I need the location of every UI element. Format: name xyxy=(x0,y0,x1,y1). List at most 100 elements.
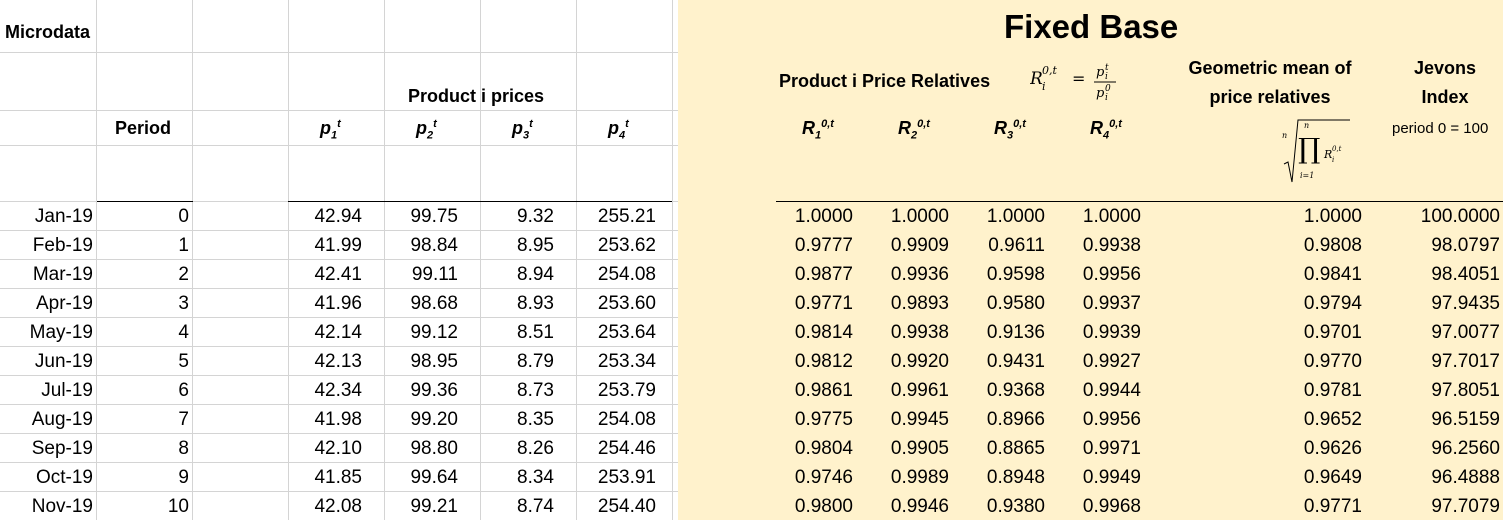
price-cell: 42.41 xyxy=(314,264,362,285)
geo-mean-cell: 0.9771 xyxy=(1303,496,1362,517)
price-cell: 8.26 xyxy=(517,438,554,459)
geo-mean-cell: 0.9626 xyxy=(1303,438,1362,459)
fixed-base-title: Fixed Base xyxy=(1004,8,1179,45)
price-cell: 253.62 xyxy=(597,235,656,256)
relative-cell: 0.9927 xyxy=(1082,351,1141,372)
price-cell: 42.10 xyxy=(314,438,362,459)
grid-hline xyxy=(0,317,678,318)
svg-text:n: n xyxy=(1282,131,1287,140)
relative-cell: 0.9893 xyxy=(890,293,949,314)
geo-mean-cell: 0.9770 xyxy=(1303,351,1362,372)
price-cell: 254.40 xyxy=(597,496,656,517)
geo-mean-cell: 0.9781 xyxy=(1303,380,1362,401)
price-cell: 42.08 xyxy=(314,496,362,517)
jevons-cell: 97.7079 xyxy=(1431,496,1500,517)
svg-text:0,t: 0,t xyxy=(1332,145,1342,153)
price-cell: 99.21 xyxy=(410,496,458,517)
relative-cell: 0.9861 xyxy=(794,380,853,401)
relative-cell: 0.9937 xyxy=(1082,293,1141,314)
price-cell: 98.80 xyxy=(410,438,458,459)
grid-hline xyxy=(0,433,678,434)
price-cell: 41.96 xyxy=(314,293,362,314)
jevons-cell: 96.5159 xyxy=(1431,409,1500,430)
relative-formula: R 0,t i = p t i p 0 i xyxy=(1029,60,1125,109)
price-cell: 98.95 xyxy=(410,351,458,372)
grid-hline xyxy=(0,346,678,347)
relative-cell: 0.9944 xyxy=(1082,380,1141,401)
price-cell: 42.94 xyxy=(314,206,362,227)
relative-cell: 0.9920 xyxy=(890,351,949,372)
relative-cell: 0.9814 xyxy=(794,322,853,343)
price-cell: 42.34 xyxy=(314,380,362,401)
jevons-cell: 97.8051 xyxy=(1431,380,1500,401)
relative-cell: 0.8865 xyxy=(986,438,1045,459)
grid-hline xyxy=(0,52,678,53)
svg-text:i: i xyxy=(1042,80,1046,93)
relative-cell: 0.9989 xyxy=(890,467,949,488)
month-cell: Jul-19 xyxy=(41,380,93,401)
relative-cell: 0.9777 xyxy=(794,235,853,256)
grid-vline xyxy=(288,0,289,520)
relative-cell: 0.9775 xyxy=(794,409,853,430)
price-cell: 8.74 xyxy=(517,496,554,517)
period-cell: 1 xyxy=(178,235,189,256)
svg-text:t: t xyxy=(1105,63,1109,73)
period-cell: 9 xyxy=(178,467,189,488)
price-cell: 254.08 xyxy=(597,264,656,285)
svg-text:R: R xyxy=(1030,69,1043,89)
price-relatives-header: Product i Price Relatives xyxy=(779,71,991,91)
month-cell: Oct-19 xyxy=(35,467,93,488)
price-cell: 98.68 xyxy=(410,293,458,314)
jevons-cell: 96.2560 xyxy=(1431,438,1500,459)
period-cell: 8 xyxy=(178,438,189,459)
month-cell: Sep-19 xyxy=(31,438,93,459)
jevons-header-line2: Index xyxy=(1421,87,1469,107)
jevons-cell: 100.0000 xyxy=(1420,206,1500,227)
relative-cell: 0.9971 xyxy=(1082,438,1141,459)
relative-cell: 0.9136 xyxy=(986,322,1045,343)
price-cell: 42.13 xyxy=(314,351,362,372)
svg-text:n: n xyxy=(1304,121,1309,130)
period-cell: 3 xyxy=(178,293,189,314)
price-cell: 8.35 xyxy=(517,409,554,430)
relative-cell: 0.9939 xyxy=(1082,322,1141,343)
relative-cell: 0.9938 xyxy=(890,322,949,343)
geo-mean-formula: n n ∏ i=1 R 0,t i xyxy=(1282,116,1354,191)
svg-text:p: p xyxy=(1096,86,1105,101)
price-cell: 254.46 xyxy=(597,438,656,459)
svg-text:∏: ∏ xyxy=(1298,132,1320,165)
r4-header: R40,t xyxy=(1090,118,1122,142)
relative-cell: 0.9968 xyxy=(1082,496,1141,517)
grid-vline xyxy=(480,0,481,520)
price-cell: 8.93 xyxy=(517,293,554,314)
relative-cell: 0.9936 xyxy=(890,264,949,285)
microdata-title: Microdata xyxy=(5,22,91,42)
r3-header: R30,t xyxy=(994,118,1026,142)
relative-cell: 0.9800 xyxy=(794,496,853,517)
price-cell: 99.12 xyxy=(410,322,458,343)
relative-cell: 0.9812 xyxy=(794,351,853,372)
price-cell: 99.11 xyxy=(411,264,458,285)
price-cell: 8.94 xyxy=(517,264,554,285)
relative-cell: 0.9580 xyxy=(986,293,1045,314)
product-root-graphic: n n ∏ i=1 R 0,t i xyxy=(1282,119,1350,183)
price-cell: 253.79 xyxy=(597,380,656,401)
relative-cell: 0.9746 xyxy=(794,467,853,488)
grid-vline xyxy=(672,0,673,520)
price-cell: 253.64 xyxy=(597,322,656,343)
relative-cell: 0.9946 xyxy=(890,496,949,517)
grid-hline xyxy=(0,462,678,463)
grid-hline xyxy=(0,230,678,231)
geo-mean-cell: 0.9701 xyxy=(1303,322,1362,343)
month-cell: Apr-19 xyxy=(35,293,93,314)
relative-cell: 0.9804 xyxy=(794,438,853,459)
price-cell: 42.14 xyxy=(314,322,362,343)
price-cell: 8.51 xyxy=(517,322,554,343)
p4-header: p4t xyxy=(608,118,629,142)
p1-header: p1t xyxy=(320,118,341,142)
period-header-underline xyxy=(97,201,193,202)
price-cell: 99.75 xyxy=(410,206,458,227)
relative-cell: 0.9877 xyxy=(794,264,853,285)
grid-vline xyxy=(576,0,577,520)
relative-cell: 0.9945 xyxy=(890,409,949,430)
